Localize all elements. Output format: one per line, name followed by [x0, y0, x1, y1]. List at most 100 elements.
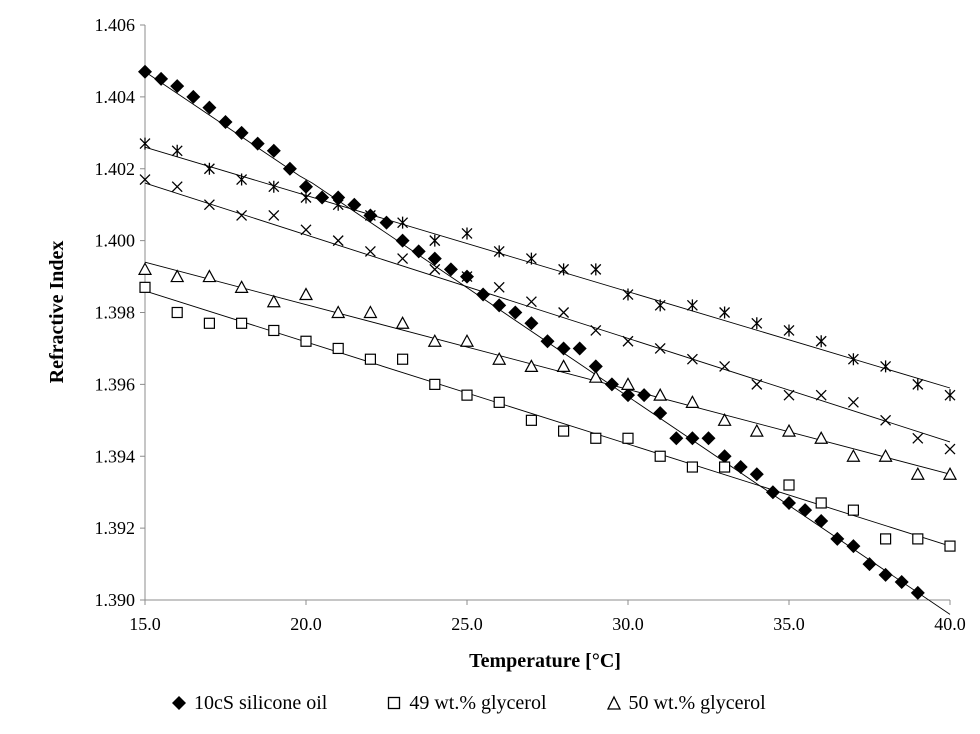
data-point-series-2 [910, 466, 925, 480]
trendline-series-2 [144, 261, 951, 475]
data-point-series-1 [847, 504, 860, 516]
data-point-series-2 [266, 294, 281, 308]
data-point-series-2 [202, 269, 217, 283]
data-point-series-0 [170, 79, 185, 94]
data-point-series-1 [171, 306, 183, 319]
data-point-series-3 [815, 389, 827, 401]
data-point-series-3 [783, 389, 795, 401]
data-point-series-0 [443, 262, 458, 277]
data-point-series-1 [203, 317, 215, 329]
data-point-series-4 [139, 137, 151, 150]
data-point-series-0 [202, 100, 217, 115]
data-point-series-0 [621, 388, 635, 403]
data-point-series-0 [315, 190, 330, 205]
x-tick-label: 20.0 [290, 614, 322, 634]
data-point-series-2 [814, 431, 829, 444]
data-point-series-0 [862, 557, 877, 572]
data-point-series-3 [847, 396, 859, 408]
data-point-series-4 [558, 263, 570, 276]
y-tick-label: 1.398 [95, 303, 136, 323]
data-point-series-2 [878, 448, 893, 462]
data-point-series-0 [379, 215, 394, 230]
data-point-series-0 [395, 233, 410, 248]
data-point-series-0 [733, 460, 748, 475]
legend: 10cS silicone oil 49 wt.% glycerol 50 wt… [170, 688, 766, 718]
y-tick-label: 1.394 [95, 446, 136, 466]
data-point-series-0 [765, 485, 780, 500]
data-point-series-1 [944, 540, 956, 552]
data-point-series-0 [427, 251, 442, 266]
data-point-series-0 [347, 197, 362, 212]
data-point-series-4 [332, 198, 344, 211]
data-point-series-3 [686, 353, 698, 365]
data-point-series-2 [781, 423, 797, 437]
data-point-series-0 [637, 388, 652, 403]
data-point-series-3 [429, 263, 441, 275]
data-point-series-1 [493, 396, 505, 408]
data-point-series-0 [814, 513, 829, 528]
data-point-series-4 [397, 216, 409, 229]
data-point-series-0 [701, 431, 716, 446]
data-point-series-2 [363, 305, 378, 319]
data-point-series-1 [429, 378, 441, 390]
data-point-series-0 [894, 575, 909, 590]
data-point-series-1 [525, 414, 538, 426]
data-point-series-0 [234, 125, 249, 140]
data-point-series-0 [572, 341, 587, 356]
y-tick-label: 1.400 [95, 231, 136, 251]
y-tick-label: 1.390 [95, 590, 136, 610]
data-point-series-0 [556, 341, 571, 356]
data-point-series-2 [427, 333, 442, 347]
data-point-series-2 [524, 359, 539, 373]
data-point-series-1 [622, 432, 634, 444]
data-point-series-4 [171, 144, 183, 157]
data-point-series-0 [604, 377, 619, 392]
data-point-series-2 [556, 359, 571, 373]
data-point-series-0 [798, 503, 813, 518]
data-point-series-3 [654, 342, 666, 354]
y-tick-label: 1.392 [95, 518, 136, 538]
data-point-series-1 [139, 281, 151, 293]
legend-item-silicone-oil: 10cS silicone oil [170, 692, 327, 715]
data-point-series-3 [171, 181, 183, 193]
legend-label-49-glycerol: 49 wt.% glycerol [409, 691, 547, 714]
triangle-open-icon [606, 695, 621, 710]
data-point-series-4 [203, 162, 215, 175]
data-point-series-2 [298, 287, 314, 301]
data-point-series-0 [218, 115, 233, 130]
legend-item-49-glycerol: 49 wt.% glycerol [385, 691, 547, 715]
trendline-series-4 [144, 146, 951, 389]
diamond-filled-icon [172, 696, 186, 710]
data-point-series-1 [557, 425, 570, 437]
x-tick-label: 35.0 [773, 614, 805, 634]
data-point-series-0 [846, 539, 861, 554]
data-point-series-3 [236, 210, 248, 221]
data-point-series-4 [719, 306, 731, 319]
y-tick-label: 1.402 [95, 159, 136, 179]
data-point-series-4 [268, 180, 280, 193]
data-point-series-2 [492, 351, 507, 365]
data-point-series-4 [525, 252, 537, 265]
data-point-series-2 [588, 369, 603, 383]
legend-label-silicone-oil: 10cS silicone oil [194, 691, 328, 714]
data-point-series-2 [331, 305, 346, 319]
data-point-series-1 [815, 497, 827, 509]
data-point-series-3 [622, 335, 634, 347]
data-point-series-0 [540, 334, 555, 349]
data-point-series-3 [268, 210, 280, 221]
data-point-series-2 [234, 280, 249, 293]
data-point-series-2 [459, 333, 475, 347]
x-axis-title: Temperature [°C] [469, 650, 621, 672]
trendline-series-3 [144, 182, 951, 443]
axes: 1.390 1.392 1.394 1.396 1.398 1.400 1.402 1.404… [95, 15, 966, 634]
data-point-series-4 [880, 360, 892, 373]
data-point-series-0 [282, 161, 297, 176]
data-point-series-4 [912, 378, 924, 391]
data-point-series-1 [590, 432, 602, 444]
data-point-series-0 [138, 64, 152, 79]
legend-label-50-glycerol: 50 wt.% glycerol [628, 691, 766, 714]
data-point-series-3 [525, 296, 537, 308]
data-point-series-4 [944, 389, 956, 402]
data-point-series-3 [332, 235, 344, 247]
